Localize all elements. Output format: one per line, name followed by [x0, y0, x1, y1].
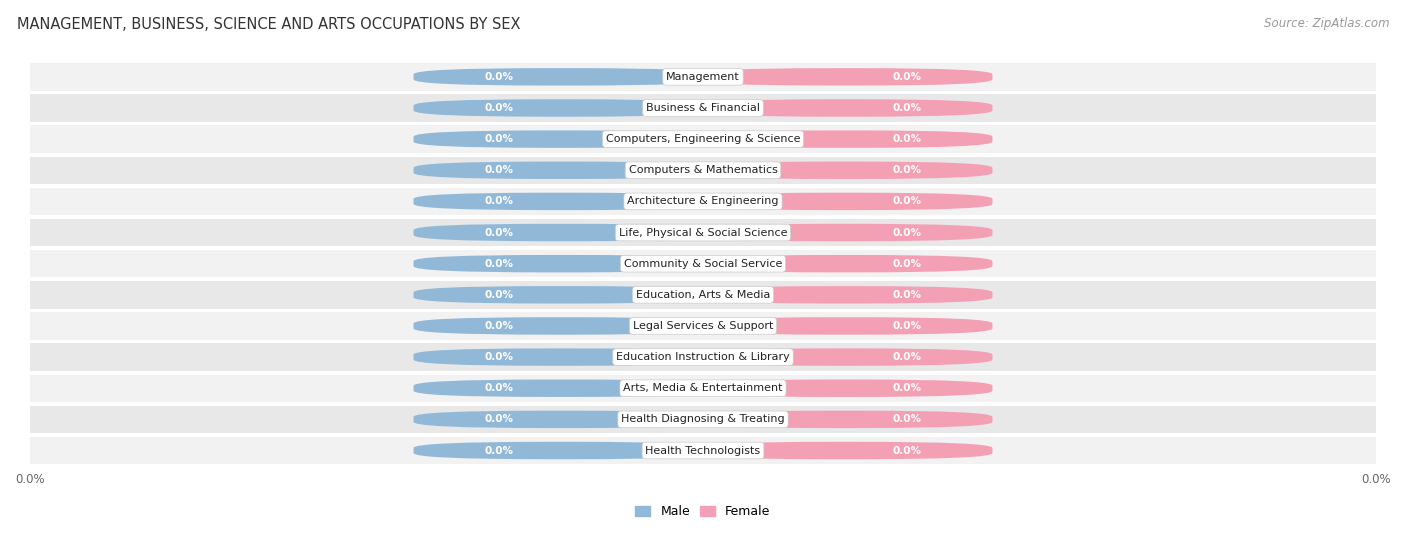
Text: 0.0%: 0.0%	[485, 352, 515, 362]
Text: 0.0%: 0.0%	[891, 446, 921, 456]
Text: Education, Arts & Media: Education, Arts & Media	[636, 290, 770, 300]
FancyBboxPatch shape	[696, 318, 993, 335]
Text: 0.0%: 0.0%	[891, 134, 921, 144]
FancyBboxPatch shape	[696, 255, 993, 272]
Legend: Male, Female: Male, Female	[636, 505, 770, 519]
Text: Source: ZipAtlas.com: Source: ZipAtlas.com	[1264, 17, 1389, 30]
FancyBboxPatch shape	[413, 318, 710, 335]
Text: 0.0%: 0.0%	[485, 228, 515, 238]
FancyBboxPatch shape	[413, 286, 710, 304]
FancyBboxPatch shape	[696, 286, 993, 304]
FancyBboxPatch shape	[413, 380, 710, 397]
Bar	[30, 281, 1376, 309]
FancyBboxPatch shape	[696, 224, 993, 241]
Text: Business & Financial: Business & Financial	[645, 103, 761, 113]
Text: 0.0%: 0.0%	[891, 165, 921, 176]
FancyBboxPatch shape	[413, 255, 710, 272]
Text: 0.0%: 0.0%	[485, 134, 515, 144]
Bar	[30, 125, 1376, 153]
Text: 0.0%: 0.0%	[891, 352, 921, 362]
Bar	[30, 219, 1376, 246]
Text: Architecture & Engineering: Architecture & Engineering	[627, 196, 779, 206]
Text: 0.0%: 0.0%	[485, 165, 515, 176]
Text: 0.0%: 0.0%	[485, 446, 515, 456]
Text: Education Instruction & Library: Education Instruction & Library	[616, 352, 790, 362]
Text: 0.0%: 0.0%	[891, 290, 921, 300]
FancyBboxPatch shape	[413, 193, 710, 210]
FancyBboxPatch shape	[696, 100, 993, 117]
FancyBboxPatch shape	[696, 130, 993, 148]
FancyBboxPatch shape	[696, 442, 993, 459]
FancyBboxPatch shape	[696, 380, 993, 397]
FancyBboxPatch shape	[413, 411, 710, 428]
Text: Arts, Media & Entertainment: Arts, Media & Entertainment	[623, 383, 783, 393]
FancyBboxPatch shape	[696, 162, 993, 179]
Text: 0.0%: 0.0%	[485, 103, 515, 113]
Text: Health Diagnosing & Treating: Health Diagnosing & Treating	[621, 414, 785, 424]
Text: 0.0%: 0.0%	[485, 72, 515, 82]
FancyBboxPatch shape	[696, 348, 993, 366]
Text: Computers, Engineering & Science: Computers, Engineering & Science	[606, 134, 800, 144]
Bar	[30, 63, 1376, 91]
Text: Legal Services & Support: Legal Services & Support	[633, 321, 773, 331]
FancyBboxPatch shape	[413, 162, 710, 179]
Bar	[30, 406, 1376, 433]
Text: 0.0%: 0.0%	[485, 196, 515, 206]
Text: 0.0%: 0.0%	[485, 321, 515, 331]
Text: Health Technologists: Health Technologists	[645, 446, 761, 456]
Text: 0.0%: 0.0%	[891, 196, 921, 206]
Bar	[30, 437, 1376, 464]
Text: Computers & Mathematics: Computers & Mathematics	[628, 165, 778, 176]
FancyBboxPatch shape	[413, 130, 710, 148]
FancyBboxPatch shape	[696, 68, 993, 86]
Text: 0.0%: 0.0%	[891, 383, 921, 393]
Text: Community & Social Service: Community & Social Service	[624, 259, 782, 269]
Bar	[30, 312, 1376, 340]
FancyBboxPatch shape	[413, 348, 710, 366]
Bar	[30, 157, 1376, 184]
Text: MANAGEMENT, BUSINESS, SCIENCE AND ARTS OCCUPATIONS BY SEX: MANAGEMENT, BUSINESS, SCIENCE AND ARTS O…	[17, 17, 520, 32]
FancyBboxPatch shape	[413, 100, 710, 117]
Bar	[30, 250, 1376, 277]
Text: 0.0%: 0.0%	[891, 321, 921, 331]
Bar	[30, 94, 1376, 122]
Text: 0.0%: 0.0%	[485, 414, 515, 424]
FancyBboxPatch shape	[413, 68, 710, 86]
FancyBboxPatch shape	[413, 224, 710, 241]
Text: 0.0%: 0.0%	[485, 259, 515, 269]
Text: 0.0%: 0.0%	[891, 414, 921, 424]
Text: 0.0%: 0.0%	[485, 290, 515, 300]
Bar	[30, 188, 1376, 215]
Text: 0.0%: 0.0%	[891, 103, 921, 113]
Text: 0.0%: 0.0%	[485, 383, 515, 393]
Bar	[30, 375, 1376, 402]
Text: Management: Management	[666, 72, 740, 82]
FancyBboxPatch shape	[696, 411, 993, 428]
Text: 0.0%: 0.0%	[891, 259, 921, 269]
FancyBboxPatch shape	[696, 193, 993, 210]
Text: 0.0%: 0.0%	[891, 228, 921, 238]
FancyBboxPatch shape	[413, 442, 710, 459]
Text: 0.0%: 0.0%	[891, 72, 921, 82]
Text: Life, Physical & Social Science: Life, Physical & Social Science	[619, 228, 787, 238]
Bar	[30, 343, 1376, 371]
